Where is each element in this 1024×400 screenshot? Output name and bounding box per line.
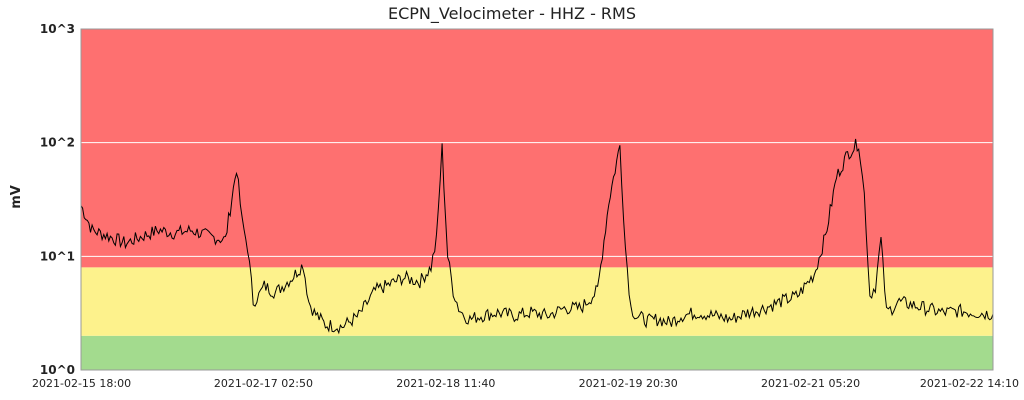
y-tick-labels: 10^0 10^1 10^2 10^3 bbox=[40, 22, 75, 377]
plot-frame bbox=[80, 28, 994, 371]
threshold-bands bbox=[81, 29, 993, 370]
y-tick-label-0: 10^0 bbox=[40, 363, 75, 377]
x-tick-labels: 2021-02-15 18:00 2021-02-17 02:50 2021-02-… bbox=[32, 377, 1019, 390]
x-tick-label-5: 2021-02-22 14:10 bbox=[920, 377, 1019, 390]
y-tick-label-3: 10^3 bbox=[40, 22, 75, 36]
band-0 bbox=[81, 335, 993, 370]
x-tick-label-4: 2021-02-21 05:20 bbox=[761, 377, 860, 390]
band-2 bbox=[81, 29, 993, 268]
band-1 bbox=[81, 267, 993, 336]
series-line bbox=[80, 138, 994, 335]
x-tick-label-1: 2021-02-17 02:50 bbox=[214, 377, 313, 390]
x-tick-label-3: 2021-02-19 20:30 bbox=[579, 377, 678, 390]
x-tick-label-0: 2021-02-15 18:00 bbox=[32, 377, 131, 390]
y-tick-label-1: 10^1 bbox=[40, 249, 75, 263]
x-tick-label-2: 2021-02-18 11:40 bbox=[396, 377, 495, 390]
chart-title: ECPN_Velocimeter - HHZ - RMS bbox=[388, 4, 636, 24]
y-tick-label-2: 10^2 bbox=[40, 136, 75, 150]
y-axis-label: mV bbox=[9, 185, 24, 209]
